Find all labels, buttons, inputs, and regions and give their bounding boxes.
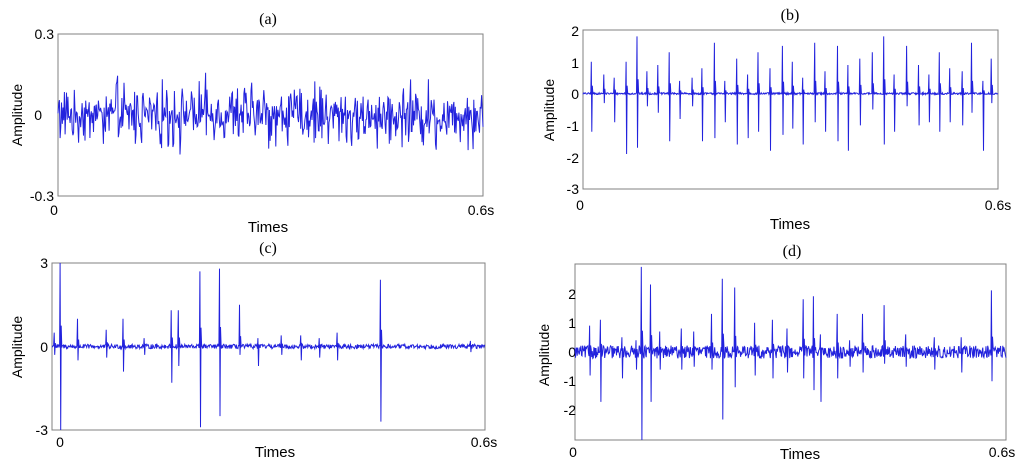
- panel-b-xtick-start: 0: [576, 197, 584, 213]
- panel-b-ytick-1: 1: [571, 55, 579, 71]
- panel-d-ytick-2: 2: [568, 286, 576, 302]
- panel-a-title: (a): [259, 11, 277, 28]
- panel-c-xtick-end: 0.6s: [471, 434, 497, 450]
- panel-d-ytick-1: 1: [568, 315, 576, 331]
- panel-a-xtick-end: 0.6s: [468, 202, 494, 218]
- panel-c-xlabel: Times: [255, 444, 295, 461]
- panel-b-ytick-neg1: -1: [567, 118, 580, 134]
- panel-a-signal-line: [57, 72, 484, 155]
- panel-a-ytick-bottom: -0.3: [30, 188, 54, 204]
- panel-a-ylabel: Amplitude: [9, 84, 25, 146]
- panel-d-ytick-0: 0: [568, 344, 576, 360]
- panel-d-signal-line: [574, 266, 1007, 441]
- panel-a: (a) 0.3 0 -0.3 0 0.6s Times Amplitude: [9, 11, 494, 236]
- panel-a-ytick-mid: 0: [34, 107, 42, 123]
- panel-b-xlabel: Times: [770, 216, 810, 233]
- panel-b-xtick-end: 0.6s: [985, 197, 1011, 213]
- panel-c-ytick-bottom: -3: [36, 422, 49, 438]
- panel-d-ytick-neg1: -1: [564, 373, 577, 389]
- panel-c-signal-line: [51, 262, 486, 431]
- panel-b-signal-line: [582, 36, 999, 155]
- panel-c-title: (c): [259, 240, 277, 257]
- panel-d-xtick-end: 0.6s: [989, 444, 1015, 460]
- panel-a-xtick-start: 0: [50, 202, 58, 218]
- panel-b-ylabel: Amplitude: [541, 79, 557, 141]
- panel-c-ylabel: Amplitude: [9, 316, 25, 378]
- panel-b-ytick-2: 2: [571, 23, 579, 39]
- panel-b-ytick-neg2: -2: [567, 150, 580, 166]
- panel-c: (c) 3 0 -3 0 0.6s Times Amplitude: [9, 240, 497, 461]
- panel-a-xlabel: Times: [248, 219, 288, 236]
- panel-d-ytick-neg2: -2: [564, 402, 577, 418]
- panel-d: (d) 2 1 0 -1 -2 0 0.6s Times Amplitude: [536, 243, 1015, 463]
- panel-c-axes-frame: [51, 262, 486, 431]
- panel-a-axes-frame: [57, 33, 484, 197]
- panel-b-axes-frame: [582, 29, 999, 190]
- panel-b-ytick-neg3: -3: [567, 181, 580, 197]
- panel-d-xlabel: Times: [780, 446, 820, 463]
- panel-c-ytick-top: 3: [40, 255, 48, 271]
- panel-b: (b) 2 1 0 -1 -2 -3 0 0.6s Times Amplitud…: [541, 7, 1011, 233]
- panel-a-ytick-top: 0.3: [35, 26, 55, 42]
- panel-b-ytick-0: 0: [571, 86, 579, 102]
- panel-d-xtick-start: 0: [569, 444, 577, 460]
- panel-d-title: (d): [783, 243, 802, 260]
- panel-c-ytick-mid: 0: [40, 339, 48, 355]
- panel-b-title: (b): [781, 7, 800, 24]
- panel-c-xtick-start: 0: [56, 434, 64, 450]
- panel-d-ylabel: Amplitude: [536, 324, 552, 386]
